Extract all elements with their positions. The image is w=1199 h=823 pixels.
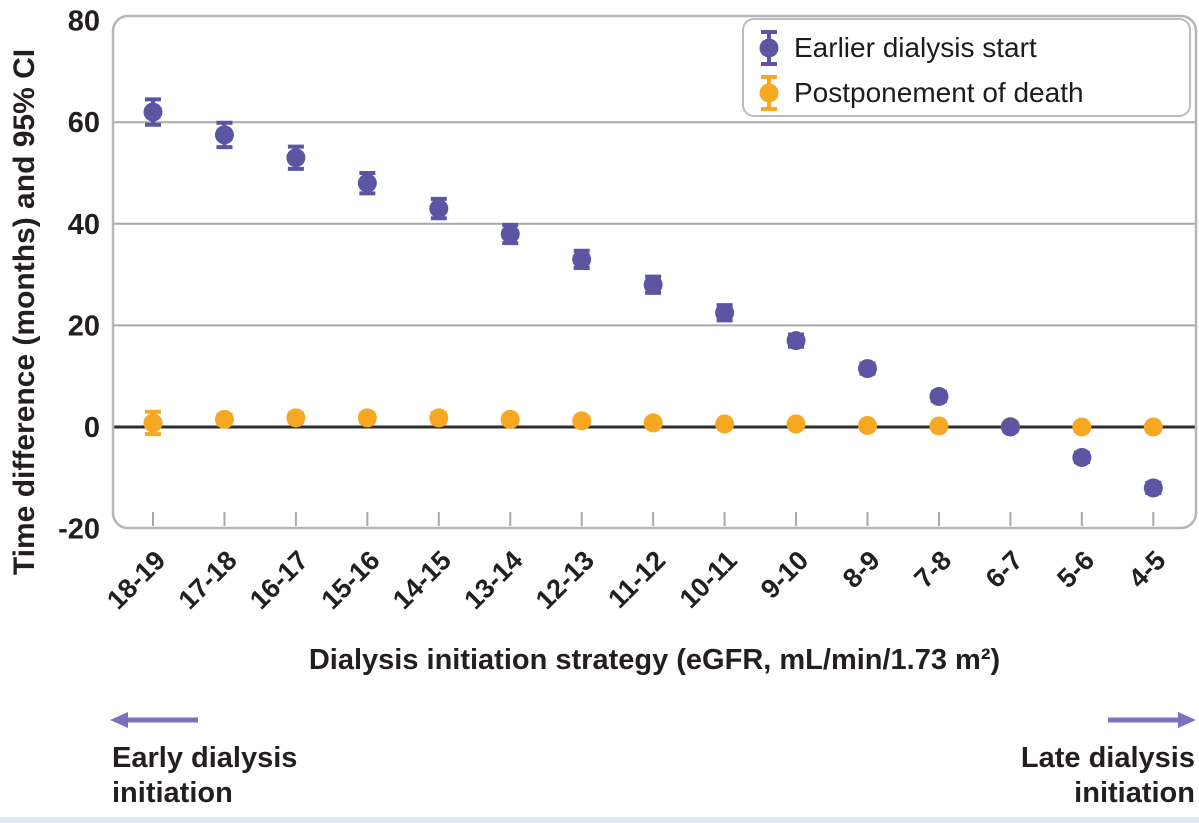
late-dialysis-line1: Late dialysis (1020, 742, 1195, 774)
data-point (715, 414, 735, 434)
data-point (1072, 417, 1092, 437)
right-arrow-icon (1108, 712, 1196, 728)
data-point (786, 414, 806, 434)
x-tick-label: 7-8 (908, 545, 957, 594)
data-point (1072, 447, 1092, 467)
x-tick-label: 10-11 (674, 545, 743, 614)
x-tick-label: 13-14 (458, 545, 528, 615)
data-point (572, 411, 592, 431)
bottom-edge-bar (0, 817, 1199, 823)
left-arrow-icon (110, 712, 198, 728)
x-tick-label: 15-16 (316, 545, 386, 615)
y-axis-title: Time difference (months) and 95% CI (8, 48, 41, 576)
data-point (143, 413, 163, 433)
data-point (429, 408, 449, 428)
data-point (500, 409, 520, 429)
x-tick-label: 18-19 (101, 545, 171, 615)
data-point (643, 413, 663, 433)
legend-label-postponement: Postponement of death (794, 76, 1084, 108)
data-point (929, 387, 949, 407)
y-tick-label: -20 (58, 514, 100, 546)
data-point (858, 359, 877, 379)
errorbar-point-purple-icon (759, 29, 779, 66)
data-point (214, 409, 234, 429)
x-tick-label: 8-9 (837, 545, 886, 594)
data-point (1143, 417, 1163, 437)
data-point (214, 125, 234, 145)
x-tick-label: 17-18 (173, 545, 243, 615)
y-tick-label: 40 (68, 209, 100, 241)
x-tick-label: 6-7 (980, 545, 1029, 594)
data-point (572, 249, 592, 269)
legend: Earlier dialysis start Postponement of d… (742, 18, 1191, 117)
x-tick-label: 14-15 (387, 545, 457, 615)
data-point (1000, 417, 1020, 437)
x-tick-label: 11-12 (602, 545, 671, 614)
data-point (286, 408, 306, 428)
y-tick-label: 60 (68, 107, 100, 139)
errorbar-point-orange-icon (759, 74, 779, 111)
data-point (929, 416, 949, 436)
x-tick-label: 16-17 (244, 545, 314, 615)
data-point (715, 303, 735, 323)
data-point (286, 148, 306, 168)
x-axis-title: Dialysis initiation strategy (eGFR, mL/m… (308, 644, 1001, 676)
data-point (143, 102, 163, 122)
data-point (858, 415, 877, 435)
late-dialysis-line2: initiation (1074, 777, 1195, 809)
x-tick-label: 12-13 (530, 545, 600, 615)
early-dialysis-annotation: Early dialysis initiation (112, 741, 297, 811)
legend-row-postponement: Postponement of death (758, 70, 1189, 115)
x-tick-label: 9-10 (755, 545, 814, 604)
x-tick-label: 5-6 (1051, 545, 1100, 594)
legend-label-earlier: Earlier dialysis start (794, 31, 1037, 63)
data-point (643, 275, 663, 295)
early-dialysis-line1: Early dialysis (112, 742, 298, 774)
plot-border (111, 14, 1198, 530)
x-tick-label: 4-5 (1123, 545, 1172, 594)
early-dialysis-line2: initiation (112, 777, 233, 809)
data-point (500, 224, 520, 244)
data-point (429, 199, 449, 219)
data-point (1143, 478, 1163, 498)
y-tick-label: 80 (68, 6, 100, 38)
data-point (357, 408, 377, 428)
late-dialysis-annotation: Late dialysis initiation (1021, 741, 1195, 811)
legend-row-earlier: Earlier dialysis start (758, 25, 1189, 70)
y-tick-label: 0 (84, 412, 100, 444)
y-tick-label: 20 (68, 310, 100, 342)
data-point (786, 331, 806, 351)
data-point (357, 173, 377, 193)
